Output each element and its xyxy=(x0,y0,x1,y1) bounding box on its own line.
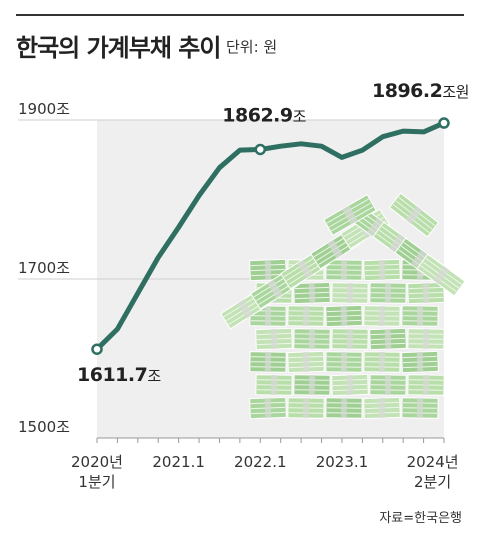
money-stack xyxy=(255,327,293,351)
data-point-marker xyxy=(438,117,450,129)
money-stack xyxy=(416,253,466,297)
x-axis-ticks: 2020년 1분기 2021.1 2022.1 2023.1 2024년 2분기 xyxy=(71,438,459,491)
data-label-unit: 조원 xyxy=(442,83,469,101)
money-stack xyxy=(401,350,439,374)
data-label-unit: 조 xyxy=(147,367,161,385)
x-tick-label: 2024년 xyxy=(407,453,459,471)
money-stack xyxy=(249,396,287,420)
money-stack xyxy=(331,328,369,350)
money-stack xyxy=(401,397,439,419)
money-stack xyxy=(325,351,363,373)
money-stack xyxy=(331,282,369,304)
money-stack xyxy=(369,327,407,351)
money-stack xyxy=(287,350,325,374)
y-tick-label: 1700조 xyxy=(18,259,70,277)
x-tick-label: 2021.1 xyxy=(152,453,205,471)
money-stack xyxy=(407,281,445,305)
money-stack xyxy=(363,305,401,327)
money-stack xyxy=(325,304,363,328)
data-label-unit: 조 xyxy=(293,107,307,125)
money-house-illustration xyxy=(220,192,466,420)
unit-label: 단위: 원 xyxy=(226,38,278,56)
money-stack xyxy=(331,373,369,397)
x-tick-label: 2023.1 xyxy=(316,453,369,471)
money-stack xyxy=(323,194,377,236)
x-tick-label: 1분기 xyxy=(78,473,115,491)
money-stack xyxy=(363,258,401,282)
money-stack xyxy=(369,374,407,396)
source-note: 자료=한국은행 xyxy=(379,511,462,526)
money-stack xyxy=(249,258,287,282)
data-label: 1611.7조 xyxy=(77,364,161,386)
y-tick-label: 1500조 xyxy=(18,418,70,436)
money-stack xyxy=(363,396,401,420)
y-tick-label: 1900조 xyxy=(18,100,70,118)
money-stack xyxy=(255,374,293,396)
data-point-marker xyxy=(91,343,103,355)
money-stack xyxy=(325,259,363,281)
money-stack xyxy=(369,282,407,304)
household-debt-line xyxy=(94,120,447,352)
money-stack xyxy=(407,328,445,350)
x-tick-label: 2020년 xyxy=(71,453,123,471)
x-tick-label: 2분기 xyxy=(414,473,451,491)
data-labels: 1611.7조 1862.9조 1896.2조원 xyxy=(77,80,469,386)
money-stack xyxy=(287,397,325,419)
chart-title: 한국의 가계부채 추이 xyxy=(16,34,221,62)
top-rule xyxy=(16,14,464,16)
money-stack xyxy=(407,374,445,396)
y-axis-ticks: 1900조 1700조 1500조 xyxy=(18,100,70,436)
money-stack xyxy=(249,351,287,373)
money-stack xyxy=(293,281,331,305)
money-stack xyxy=(388,192,440,238)
money-stack xyxy=(325,397,363,419)
money-stack xyxy=(287,305,325,327)
data-point-marker xyxy=(254,143,267,156)
money-stack xyxy=(401,305,439,327)
x-tick-label: 2022.1 xyxy=(234,453,287,471)
data-label: 1896.2조원 xyxy=(372,80,469,102)
money-stack xyxy=(363,351,401,373)
data-label: 1862.9조 xyxy=(222,104,306,126)
money-stack xyxy=(293,328,331,350)
money-stack xyxy=(293,374,331,396)
data-markers xyxy=(91,117,450,355)
